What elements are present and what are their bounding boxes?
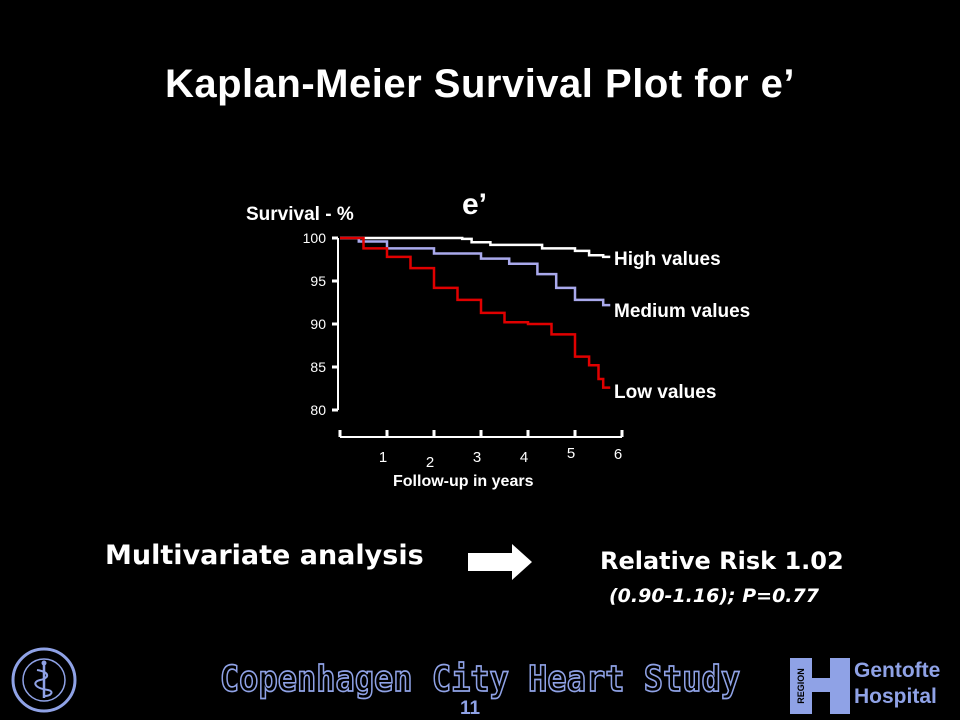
series-line-1 xyxy=(340,236,611,307)
right-arrow-icon xyxy=(468,544,532,580)
chart-axes: 80 85 90 95 100 1 2 3 4 5 6 xyxy=(303,230,624,471)
relative-risk: Relative Risk 1.02 xyxy=(600,547,844,575)
y-tick-label: 95 xyxy=(310,273,326,289)
multivariate-analysis-label: Multivariate analysis xyxy=(105,540,424,571)
university-seal-logo xyxy=(11,647,77,713)
y-tick-label: 80 xyxy=(310,402,326,418)
x-tick-label: 1 xyxy=(379,449,387,466)
y-tick-label: 85 xyxy=(310,359,326,375)
region-h-logo: REGION xyxy=(790,658,850,714)
chart-title: e’ xyxy=(462,188,487,221)
study-name: Copenhagen City Heart Study xyxy=(219,657,741,700)
y-tick-label: 90 xyxy=(310,316,326,332)
series-line-2 xyxy=(340,236,611,389)
x-tick-label: 5 xyxy=(567,445,575,462)
series-line-0 xyxy=(340,236,611,259)
hospital-name-line2: Hospital xyxy=(854,685,937,708)
x-tick-label: 3 xyxy=(473,449,481,466)
slide-title-text: Kaplan-Meier Survival Plot for xyxy=(164,62,750,106)
slide-title-symbol: e’ xyxy=(760,62,795,106)
x-axis-title: Follow-up in years xyxy=(393,473,534,490)
hospital-logo: REGION Gentofte Hospital xyxy=(790,658,950,714)
confidence-interval: (0.90-1.16); P=0.77 xyxy=(609,585,819,607)
hospital-name: Gentofte Hospital xyxy=(854,658,940,710)
hospital-name-line1: Gentofte xyxy=(854,659,941,682)
region-badge-text: REGION xyxy=(796,668,806,704)
x-tick-label: 2 xyxy=(426,454,434,471)
page-number: 11 xyxy=(460,698,481,719)
chart-labels: High values Medium values Low values Surviv… xyxy=(246,188,750,490)
x-tick-label: 4 xyxy=(520,449,528,466)
x-tick-label: 6 xyxy=(614,446,622,463)
series-label: Low values xyxy=(614,382,716,403)
km-chart: 80 85 90 95 100 1 2 3 4 5 6 High values Medium valu… xyxy=(246,188,750,490)
y-axis-title: Survival - % xyxy=(246,204,354,225)
y-tick-label: 100 xyxy=(303,230,327,246)
series-label: Medium values xyxy=(614,301,750,322)
chart-series xyxy=(340,236,611,389)
slide-title: Kaplan-Meier Survival Plot for e’ xyxy=(0,62,960,107)
series-label: High values xyxy=(614,249,721,270)
